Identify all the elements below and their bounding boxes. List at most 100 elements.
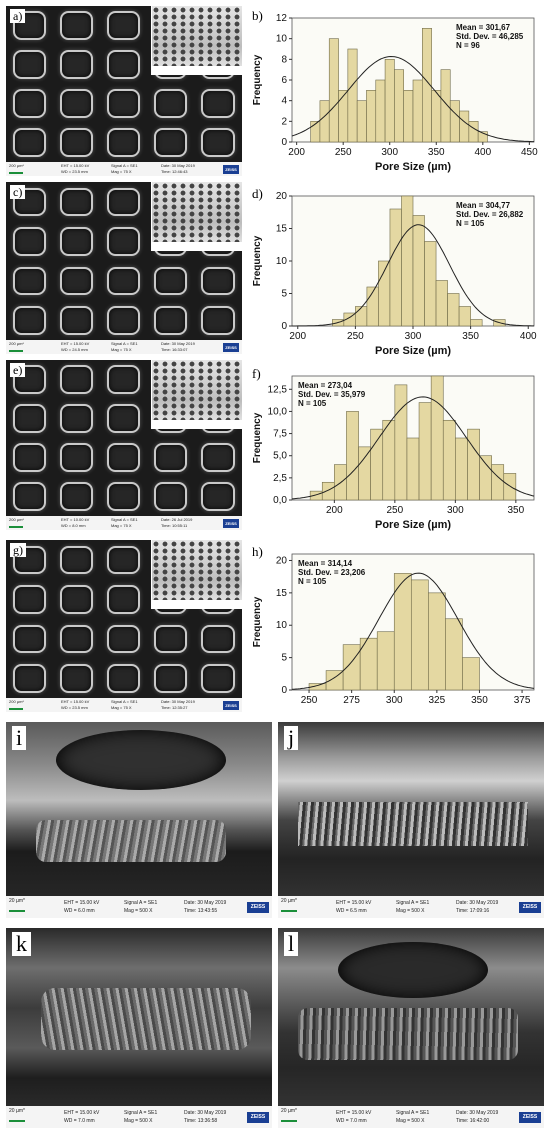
sem-info-bar: 200 µm* EHT = 15.00 kV WD = 24.5 mm Sign… bbox=[6, 340, 242, 354]
pore bbox=[107, 227, 141, 256]
scale-bar bbox=[9, 350, 23, 352]
zeiss-logo: ZEISS bbox=[247, 902, 269, 913]
time-text: Time: 12:46:43 bbox=[161, 169, 188, 174]
y-axis-label: Frequency bbox=[252, 54, 263, 105]
mag-text: Mag = 500 X bbox=[396, 908, 425, 914]
y-tick-label: 2 bbox=[281, 116, 287, 127]
time-text: Time: 17:09:16 bbox=[456, 908, 490, 914]
zeiss-logo: ZEISS bbox=[223, 701, 239, 710]
pore bbox=[107, 443, 141, 472]
panel-label-i: i bbox=[12, 726, 27, 750]
pore-opening bbox=[56, 730, 226, 790]
panel-label: d) bbox=[252, 186, 263, 201]
time-text: Time: 12:35:27 bbox=[161, 705, 188, 710]
scale-text: 20 µm* bbox=[9, 898, 25, 904]
histogram-d: 200 250 300 350 400 0 5 10 15 20 Frequency Pore Siz… bbox=[246, 182, 546, 360]
tilted-inset-image bbox=[151, 540, 242, 609]
histogram-bar bbox=[321, 481, 335, 501]
y-tick-label: 12,5 bbox=[268, 384, 288, 395]
y-tick-label: 0 bbox=[281, 137, 287, 148]
date-text: Date: 30 May 2019 bbox=[161, 699, 195, 704]
histogram-bar bbox=[503, 473, 517, 501]
x-tick-label: 200 bbox=[326, 505, 343, 516]
histogram-bar bbox=[355, 306, 368, 327]
histogram-bar bbox=[458, 306, 471, 327]
date-text: Date: 30 May 2019 bbox=[456, 900, 499, 906]
histogram-bar bbox=[366, 90, 377, 143]
pore bbox=[12, 227, 46, 256]
pore bbox=[59, 482, 94, 511]
histogram-bar bbox=[384, 59, 395, 143]
signal-text: Signal A = SE1 bbox=[111, 341, 138, 346]
stats-annotation: Std. Dev. = 26,882 bbox=[456, 210, 524, 219]
tilted-inset-image bbox=[151, 6, 242, 75]
stats-annotation: Std. Dev. = 35,979 bbox=[298, 390, 366, 399]
pore bbox=[154, 306, 188, 335]
histogram-bar bbox=[467, 428, 480, 501]
zeiss-logo: ZEISS bbox=[223, 165, 239, 174]
mag-text: Mag = 75 X bbox=[111, 523, 132, 528]
pore bbox=[59, 187, 94, 216]
sem-info-bar: 20 µm* EHT = 15.00 kV WD = 6.0 mm Signal… bbox=[6, 896, 272, 918]
histogram-bar bbox=[375, 79, 386, 143]
strut-fracture bbox=[36, 820, 226, 862]
histogram-bar bbox=[445, 618, 463, 691]
signal-text: Signal A = SE1 bbox=[124, 1110, 158, 1116]
scale-bar bbox=[9, 910, 25, 912]
histogram-bar bbox=[342, 644, 361, 691]
sem-info-bar: 20 µm* EHT = 15.00 kV WD = 6.5 mm Signal… bbox=[278, 896, 544, 918]
stats-annotation: Std. Dev. = 23,206 bbox=[298, 568, 366, 577]
pore bbox=[154, 482, 188, 511]
y-tick-label: 12 bbox=[276, 13, 288, 24]
pore bbox=[12, 266, 46, 295]
x-tick-label: 300 bbox=[447, 505, 464, 516]
panel-label-c: c) bbox=[10, 185, 26, 199]
pore bbox=[59, 306, 94, 335]
histogram-bar bbox=[394, 384, 408, 501]
y-tick-label: 20 bbox=[276, 191, 288, 202]
y-tick-label: 10,0 bbox=[268, 406, 288, 417]
wd-text: WD = 8.0 mm bbox=[61, 523, 86, 528]
x-axis-label: Pore Size (µm) bbox=[375, 161, 451, 173]
strut-fracture bbox=[298, 802, 528, 846]
date-text: Date: 30 May 2019 bbox=[184, 1110, 227, 1116]
sem-panel-g: g) 200 µm* EHT = 15.00 kV WD = 23.5 mm S… bbox=[6, 540, 242, 712]
eht-text: EHT = 15.00 kV bbox=[64, 1110, 100, 1116]
x-tick-label: 325 bbox=[429, 695, 446, 706]
pore bbox=[12, 482, 46, 511]
y-tick-label: 10 bbox=[276, 620, 288, 631]
mag-text: Mag = 500 X bbox=[124, 908, 153, 914]
y-tick-label: 0 bbox=[281, 321, 287, 332]
eht-text: EHT = 15.00 kV bbox=[336, 1110, 372, 1116]
pore bbox=[154, 664, 188, 693]
pore bbox=[107, 89, 141, 118]
scale-text: 20 µm* bbox=[9, 1108, 25, 1114]
pore bbox=[107, 50, 141, 79]
pore bbox=[201, 89, 235, 118]
time-text: Time: 13:36:58 bbox=[184, 1118, 218, 1124]
y-tick-label: 5 bbox=[281, 289, 287, 300]
scale-bar bbox=[9, 172, 23, 174]
eht-text: EHT = 15.00 kV bbox=[61, 699, 90, 704]
eht-text: EHT = 15.00 kV bbox=[61, 163, 90, 168]
time-text: Time: 16:42:00 bbox=[456, 1118, 490, 1124]
panel-label-e: e) bbox=[10, 363, 26, 377]
x-tick-label: 400 bbox=[520, 331, 537, 342]
scale-text: 20 µm* bbox=[281, 1108, 297, 1114]
pore bbox=[107, 266, 141, 295]
mag-text: Mag = 500 X bbox=[124, 1118, 153, 1124]
y-tick-label: 15 bbox=[276, 588, 288, 599]
eht-text: EHT = 15.00 kV bbox=[61, 341, 90, 346]
time-text: Time: 10:55:11 bbox=[161, 523, 188, 528]
histogram-bar bbox=[470, 319, 483, 327]
panel-label: f) bbox=[252, 366, 261, 381]
x-tick-label: 250 bbox=[301, 695, 318, 706]
pore bbox=[107, 624, 141, 653]
scale-bar bbox=[281, 910, 297, 912]
x-axis-label: Pore Size (µm) bbox=[375, 345, 451, 357]
scale-text: 200 µm* bbox=[9, 699, 24, 704]
pore bbox=[59, 404, 94, 433]
x-tick-label: 300 bbox=[381, 147, 398, 158]
mag-text: Mag = 75 X bbox=[111, 347, 132, 352]
histogram-d-svg: 200 250 300 350 400 0 5 10 15 20 Frequency Pore Siz… bbox=[248, 184, 537, 357]
